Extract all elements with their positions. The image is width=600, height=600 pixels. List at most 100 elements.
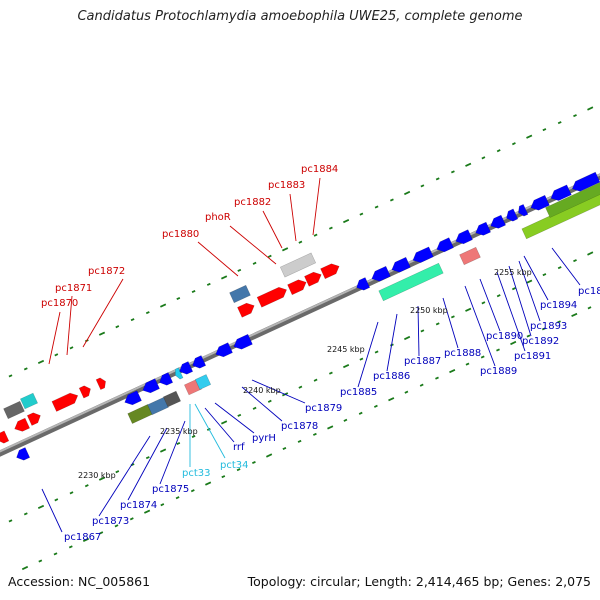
gene-label: pc1895 [578, 286, 600, 297]
leader-line [464, 285, 496, 367]
topology-text: Topology: circular; Length: 2,414,465 bp… [247, 574, 591, 589]
gene-label: pc1882 [234, 197, 271, 208]
kbp-markers: 2230 kbp 2235 kbp 2240 kbp 2245 kbp 2250 kbp… [78, 268, 532, 480]
tick-mark [143, 509, 151, 514]
tick-mark [54, 498, 59, 502]
tick-mark [8, 374, 13, 378]
tick-mark [236, 468, 241, 472]
leader-line [127, 427, 168, 501]
leader-line [41, 488, 63, 533]
tick-mark [159, 303, 167, 308]
tick-mark [420, 184, 425, 188]
gene-feature [78, 385, 91, 399]
gene-label: pc1889 [480, 366, 517, 377]
leader-line [229, 225, 277, 265]
tick-mark [252, 406, 257, 410]
leader-line [194, 403, 226, 459]
gene-feature [124, 390, 142, 406]
tick-mark [542, 128, 547, 132]
gene-feature [571, 171, 600, 192]
tick-mark [404, 390, 409, 394]
tick-mark [510, 340, 517, 346]
tick-mark [403, 335, 411, 341]
tick-mark [587, 106, 594, 111]
tick-mark [190, 489, 195, 493]
gene-feature [142, 378, 160, 394]
gene-label: pc1879 [305, 403, 342, 414]
tick-mark [237, 268, 242, 272]
tick-mark [541, 327, 546, 331]
tick-mark [465, 162, 472, 167]
tick-mark [573, 114, 577, 118]
gene-label: pc1883 [268, 180, 305, 191]
gene-feature [412, 246, 434, 263]
label-leader-lines [41, 177, 581, 533]
gene-label: pc1871 [55, 283, 92, 294]
tick-mark [99, 531, 104, 535]
tick-mark [130, 318, 135, 322]
gene-feature [356, 277, 371, 291]
leader-line [357, 321, 379, 388]
gene-feature [163, 390, 181, 408]
tick-mark [281, 247, 289, 252]
gene-label: pc1875 [152, 484, 189, 495]
tick-mark [465, 362, 470, 366]
leader-line [82, 278, 124, 348]
tick-mark [23, 367, 28, 371]
tick-mark [496, 348, 500, 352]
tick-mark [573, 259, 577, 263]
gene-feature [26, 412, 41, 426]
tick-mark [511, 287, 516, 291]
leader-line [442, 297, 459, 349]
tick-mark [84, 484, 89, 488]
kbp-marker-label: 2240 kbp [243, 386, 281, 395]
tick-mark [191, 289, 196, 294]
leader-line [479, 278, 501, 332]
gene-feature [436, 237, 454, 253]
tick-mark [252, 261, 257, 265]
tick-mark [342, 364, 350, 369]
tick-mark [68, 545, 73, 549]
tick-mark [419, 383, 424, 387]
tick-mark [38, 559, 43, 563]
tick-mark [358, 411, 363, 415]
leader-line [262, 210, 283, 249]
tick-mark [328, 226, 333, 230]
tick-mark [587, 251, 594, 256]
gene-label: phoR [205, 212, 231, 223]
tick-mark [481, 301, 486, 305]
tick-mark [129, 517, 134, 521]
tick-mark [145, 456, 150, 460]
leader-line [508, 265, 532, 337]
tick-mark [526, 279, 533, 284]
leader-line [204, 407, 235, 443]
tick-mark [191, 434, 196, 439]
tick-mark [98, 331, 106, 336]
tick-mark [374, 350, 379, 354]
kbp-marker-label: 2245 kbp [327, 345, 365, 354]
tick-mark [328, 371, 333, 375]
tick-mark [359, 357, 364, 361]
gene-label: rrf [233, 442, 245, 453]
gene-feature [14, 417, 30, 432]
gene-feature [378, 262, 444, 302]
gene-label: pc1872 [88, 266, 125, 277]
tick-mark [220, 420, 228, 425]
gene-label: pc1887 [404, 356, 441, 367]
gene-feature [506, 208, 519, 222]
gene-label: pc1886 [373, 371, 410, 382]
tick-mark [69, 491, 74, 495]
leader-line [312, 177, 321, 236]
gene-label: pc1893 [530, 321, 567, 332]
tick-mark [21, 565, 29, 571]
tick-mark [496, 294, 501, 298]
gene-feature [194, 374, 212, 390]
gene-feature [304, 271, 322, 287]
tick-mark [206, 282, 211, 286]
tick-mark [115, 325, 120, 329]
gene-feature [279, 252, 317, 278]
gene-label: pc1874 [120, 500, 157, 511]
tick-mark [298, 385, 303, 389]
tick-mark [37, 359, 45, 364]
